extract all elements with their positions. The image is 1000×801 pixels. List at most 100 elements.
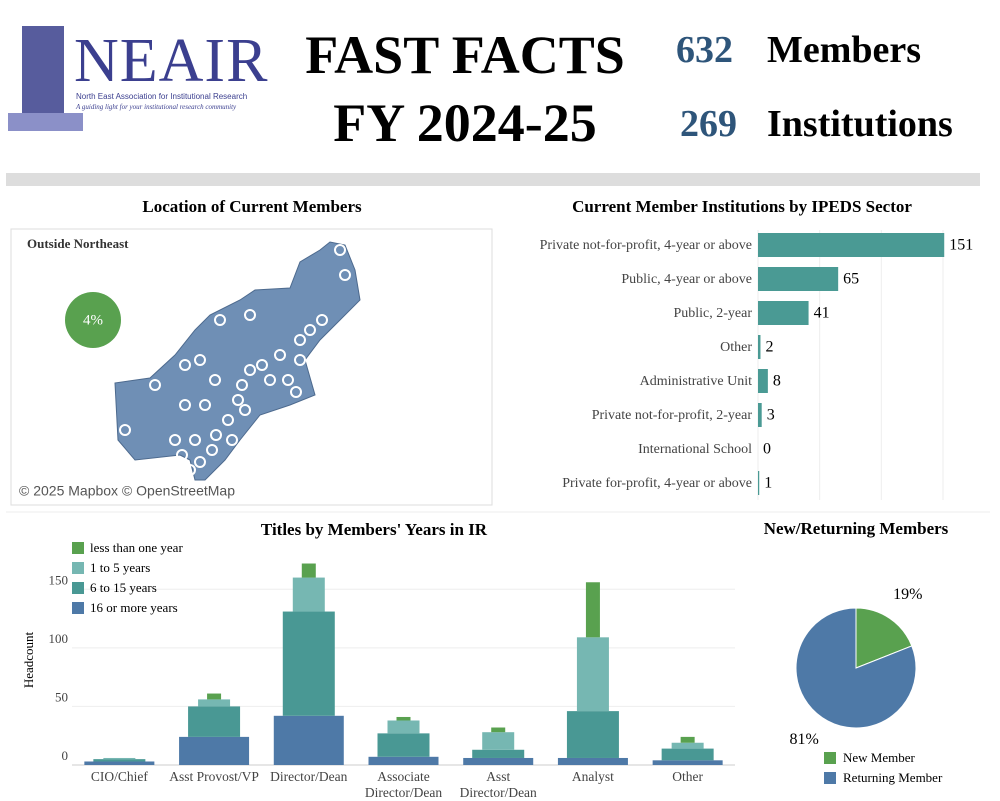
legend-swatch — [72, 542, 84, 554]
legend-swatch — [72, 582, 84, 594]
pie-slice — [855, 607, 913, 669]
chart-title: Titles by Members' Years in IR — [261, 520, 488, 539]
y-tick-label: Private not-for-profit, 4-year or above — [540, 238, 752, 253]
map-dot — [256, 359, 268, 371]
y-tick-label: 150 — [49, 572, 69, 587]
map-dot — [222, 414, 234, 426]
lighthouse — [22, 26, 64, 116]
bar-segment — [207, 693, 222, 700]
bar-segment — [576, 637, 609, 712]
bar-segment — [301, 563, 316, 578]
y-tick-label: Public, 4-year or above — [621, 272, 752, 287]
map-dot — [236, 379, 248, 391]
logo-tagline: A guiding light for your institutional r… — [76, 103, 237, 111]
bar-segment — [566, 711, 619, 758]
y-tick-label: 0 — [62, 748, 69, 763]
pie-slice — [795, 607, 917, 729]
data-label: 2 — [765, 339, 773, 356]
bar-segment — [491, 727, 506, 733]
map-title: Location of Current Members — [142, 197, 362, 216]
bar-segment — [671, 742, 704, 749]
map-dot — [316, 314, 328, 326]
legend-swatch — [824, 752, 836, 764]
x-tick-label: Associate Director/Dean — [364, 769, 443, 800]
legend-label: 16 or more years — [90, 600, 178, 615]
map-dot — [334, 244, 346, 256]
bar-segment — [377, 733, 430, 757]
bar-segment — [188, 706, 241, 737]
map-dot — [169, 434, 181, 446]
data-label: 19% — [893, 586, 922, 603]
outside-value: 4% — [83, 312, 103, 328]
legend-swatch — [72, 562, 84, 574]
bar-segment — [273, 715, 344, 765]
bar — [758, 403, 762, 427]
map-dot — [232, 394, 244, 406]
map-dot — [244, 364, 256, 376]
map-dot — [199, 399, 211, 411]
legend-label: less than one year — [90, 540, 183, 555]
bar-segment — [661, 748, 714, 761]
legend-label: Returning Member — [843, 770, 943, 785]
map-dot — [274, 349, 286, 361]
map-dot — [194, 456, 206, 468]
bar-segment — [103, 757, 136, 760]
map-dot — [209, 374, 221, 386]
bar — [758, 301, 809, 325]
bar-segment — [463, 757, 534, 765]
title-line2: FY 2024-25 — [333, 93, 597, 153]
map-dot — [184, 464, 196, 476]
bar-segment — [179, 736, 250, 765]
map-attribution: © 2025 Mapbox © OpenStreetMap — [19, 483, 235, 499]
map-dot — [239, 404, 251, 416]
institutions-count: 269 — [680, 103, 737, 145]
legend-swatch — [824, 772, 836, 784]
x-tick-label: Director/Dean — [270, 769, 348, 784]
bar-segment — [557, 757, 628, 765]
map-dot — [206, 444, 218, 456]
bar-segment — [84, 761, 155, 765]
bar-segment — [585, 582, 600, 638]
logo-art — [8, 26, 83, 131]
divider — [6, 173, 980, 186]
legend-label: New Member — [843, 750, 916, 765]
bar-segment — [482, 732, 515, 750]
bar-segment — [368, 756, 439, 765]
map-dot — [290, 386, 302, 398]
outside-bubble — [65, 292, 121, 348]
y-tick-label: Private not-for-profit, 2-year — [592, 408, 753, 423]
map-dot — [294, 334, 306, 346]
data-label: 3 — [767, 407, 775, 424]
data-label: 41 — [814, 305, 830, 322]
bar-segment — [652, 760, 723, 765]
map-dot — [194, 354, 206, 366]
map-dot — [179, 359, 191, 371]
data-label: 151 — [949, 237, 973, 254]
x-tick-label: Asst Director/Dean — [459, 769, 537, 800]
y-tick-label: Administrative Unit — [640, 374, 752, 389]
map-dot — [176, 449, 188, 461]
bar-segment — [680, 736, 695, 743]
map-dot — [339, 269, 351, 281]
map-dot — [214, 314, 226, 326]
rocks — [8, 113, 83, 131]
bar-segment — [292, 577, 325, 612]
data-label: 65 — [843, 271, 859, 288]
data-label: 1 — [764, 475, 772, 492]
bar-segment — [387, 720, 420, 734]
map-dot — [226, 434, 238, 446]
y-tick-label: 100 — [49, 631, 69, 646]
bar — [758, 471, 760, 495]
legend-swatch — [72, 602, 84, 614]
chart-title: New/Returning Members — [764, 519, 949, 538]
bar — [758, 335, 761, 359]
bar — [758, 267, 839, 291]
map-dot — [179, 399, 191, 411]
bar-segment — [472, 749, 525, 758]
map-dot — [189, 434, 201, 446]
legend-label: 6 to 15 years — [90, 580, 157, 595]
title-line1: FAST FACTS — [305, 25, 625, 85]
outside-label: Outside Northeast — [27, 236, 129, 251]
